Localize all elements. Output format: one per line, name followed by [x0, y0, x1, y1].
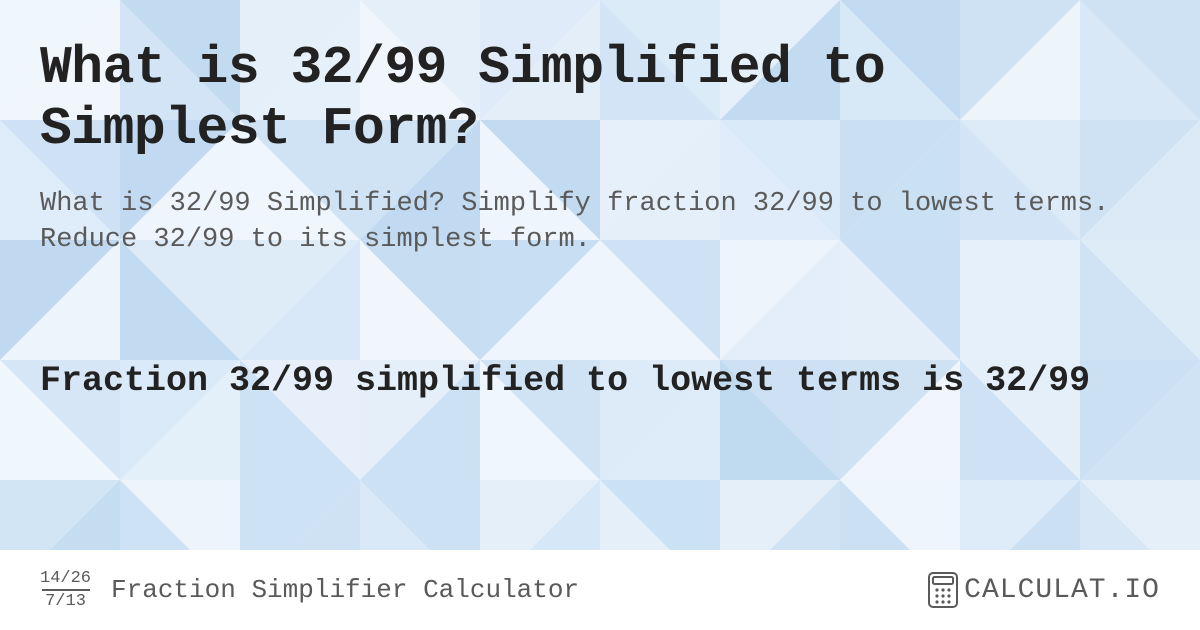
footer: 14/26 7/13 Fraction Simplifier Calculato…	[0, 550, 1200, 630]
content-area: What is 32/99 Simplified to Simplest For…	[0, 0, 1200, 404]
logo-fraction-top: 14/26	[40, 570, 91, 587]
footer-left: 14/26 7/13 Fraction Simplifier Calculato…	[40, 570, 579, 610]
logo-fraction-bottom: 7/13	[45, 593, 86, 610]
brand: CALCULAT.IO	[928, 572, 1160, 608]
calculator-icon	[928, 572, 958, 608]
result-text: Fraction 32/99 simplified to lowest term…	[40, 359, 1160, 405]
fraction-logo-icon: 14/26 7/13	[40, 570, 91, 610]
brand-name: CALCULAT.IO	[964, 575, 1160, 606]
page-title: What is 32/99 Simplified to Simplest For…	[40, 38, 1160, 160]
fraction-bar	[42, 589, 90, 591]
page-description: What is 32/99 Simplified? Simplify fract…	[40, 186, 1160, 259]
calculator-name: Fraction Simplifier Calculator	[111, 575, 579, 605]
